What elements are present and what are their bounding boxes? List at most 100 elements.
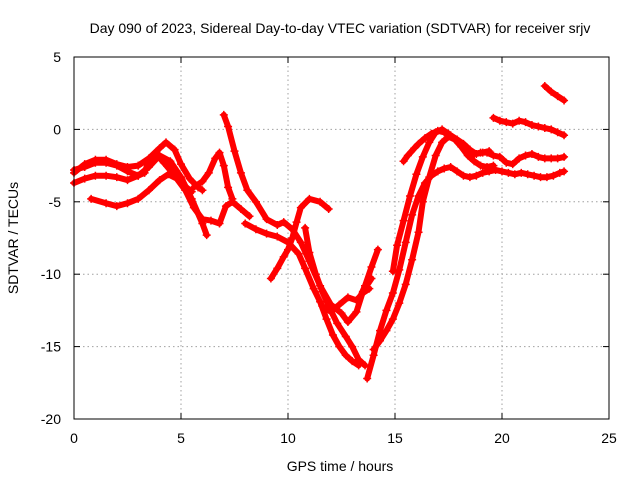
series-line: [190, 149, 236, 202]
data-point-marker: [521, 118, 530, 127]
grid: [74, 57, 609, 419]
data-point-marker: [262, 229, 271, 238]
data-point-marker: [311, 270, 320, 279]
x-tick-label: 25: [601, 430, 617, 446]
data-point-marker: [523, 170, 532, 179]
data-point-marker: [472, 171, 481, 180]
data-point-marker: [540, 81, 549, 90]
axis-ticks: 0 5 10 15 20 25 -20 -15 -10 -5 0 5: [41, 49, 617, 446]
data-point-marker: [309, 284, 318, 293]
data-point-marker: [172, 174, 181, 183]
data-point-marker: [155, 176, 164, 185]
data-point-marker: [414, 228, 423, 237]
data-point-marker: [224, 183, 233, 192]
data-point-marker: [348, 357, 357, 366]
data-point-marker: [401, 238, 410, 247]
data-point-marker: [440, 164, 449, 173]
data-point-marker: [547, 125, 556, 134]
data-point-marker: [134, 194, 143, 203]
series-track-11: [354, 245, 382, 305]
data-point-marker: [296, 203, 305, 212]
data-point-marker: [185, 174, 194, 183]
data-point-marker: [198, 177, 207, 186]
series-track-15: [399, 126, 494, 166]
data-point-marker: [140, 168, 149, 177]
data-point-marker: [504, 168, 513, 177]
data-point-marker: [251, 197, 260, 206]
data-point-marker: [144, 186, 153, 195]
y-tick-label: 5: [53, 49, 61, 65]
data-point-marker: [547, 87, 556, 96]
data-point-marker: [198, 186, 207, 195]
series-track-5: [189, 148, 237, 203]
data-point-marker: [251, 225, 260, 234]
data-point-marker: [465, 145, 474, 154]
data-point-marker: [527, 150, 536, 159]
data-point-marker: [393, 241, 402, 250]
data-point-marker: [410, 144, 419, 153]
data-point-marker: [521, 151, 530, 160]
data-point-marker: [363, 374, 372, 383]
data-point-marker: [292, 218, 301, 227]
data-point-marker: [433, 167, 442, 176]
data-point-marker: [495, 152, 504, 161]
plot-frame: [73, 56, 610, 420]
data-point-marker: [459, 171, 468, 180]
data-point-marker: [515, 154, 524, 163]
data-point-marker: [489, 151, 498, 160]
data-point-marker: [553, 92, 562, 101]
data-point-marker: [87, 194, 96, 203]
series-line: [370, 133, 497, 353]
data-point-marker: [305, 194, 314, 203]
data-point-marker: [159, 158, 168, 167]
data-point-marker: [177, 160, 185, 169]
x-tick-label: 15: [387, 430, 403, 446]
y-tick-label: -5: [49, 194, 62, 210]
data-point-marker: [266, 274, 275, 283]
data-point-marker: [478, 148, 487, 157]
series-track-10: [316, 297, 363, 370]
data-point-marker: [388, 267, 397, 276]
data-point-marker: [162, 138, 171, 147]
data-point-marker: [530, 171, 539, 180]
data-point-marker: [202, 231, 211, 240]
data-point-marker: [465, 173, 474, 182]
data-point-marker: [425, 173, 434, 182]
y-axis-label: SDTVAR / TECUs: [5, 182, 21, 294]
data-point-marker: [91, 171, 100, 180]
data-point-marker: [112, 202, 121, 211]
data-point-marker: [123, 167, 132, 176]
data-point-marker: [431, 151, 440, 160]
data-point-marker: [361, 281, 370, 290]
data-point-marker: [279, 252, 288, 261]
data-point-marker: [560, 152, 569, 161]
data-point-marker: [382, 326, 391, 335]
data-point-marker: [123, 176, 132, 185]
data-point-marker: [489, 113, 498, 122]
data-point-marker: [348, 342, 357, 351]
data-point-marker: [399, 157, 408, 166]
data-point-marker: [527, 121, 536, 130]
data-point-marker: [483, 163, 492, 172]
x-tick-label: 20: [494, 430, 510, 446]
data-point-marker: [326, 306, 335, 315]
y-tick-label: -20: [41, 411, 61, 427]
data-point-marker: [166, 157, 175, 166]
data-point-marker: [498, 167, 506, 176]
data-point-marker: [341, 351, 350, 360]
data-point-marker: [352, 307, 361, 316]
data-point-marker: [502, 118, 511, 127]
data-point-marker: [405, 192, 414, 201]
data-point-marker: [495, 116, 504, 125]
series-track-16: [489, 113, 569, 140]
data-point-marker: [273, 220, 282, 229]
data-point-marker: [245, 212, 254, 221]
data-point-marker: [134, 171, 143, 180]
data-point-marker: [189, 183, 198, 192]
data-point-marker: [155, 144, 164, 153]
data-point-marker: [236, 205, 245, 214]
data-point-marker: [502, 158, 511, 167]
series-track-12: [363, 163, 569, 383]
data-point-marker: [316, 297, 325, 306]
data-point-marker: [296, 238, 305, 247]
